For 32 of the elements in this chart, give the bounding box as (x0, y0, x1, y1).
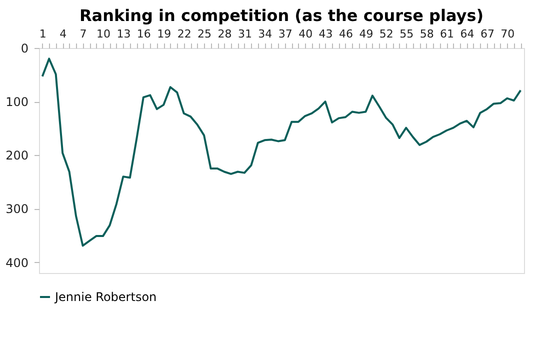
y-tick-label: 400 (6, 256, 28, 270)
x-tick-label: 31 (238, 28, 252, 40)
line-series (41, 58, 522, 247)
x-tick-label: 13 (116, 28, 131, 40)
x-tick-label: 61 (440, 28, 454, 40)
x-tick-label: 37 (278, 28, 292, 40)
x-tick-label: 7 (80, 28, 87, 40)
x-tick-label: 49 (359, 28, 374, 40)
x-tick-label: 22 (177, 28, 192, 40)
x-tick-label: 52 (379, 28, 394, 40)
x-tick-label: 25 (198, 28, 212, 40)
x-tick-label: 34 (258, 28, 272, 40)
chart-title: Ranking in competition (as the course plays) (79, 6, 484, 25)
x-tick-label: 16 (136, 28, 151, 40)
x-tick-label: 55 (400, 28, 414, 40)
x-tick-label: 64 (460, 28, 474, 40)
x-tick-label: 1 (39, 28, 46, 40)
x-tick-label: 58 (420, 28, 434, 40)
y-tick-label: 0 (20, 42, 28, 56)
x-tick-label: 19 (157, 28, 172, 40)
x-tick-label: 40 (298, 28, 313, 40)
x-tick-label: 43 (318, 28, 333, 40)
x-tick-label: 70 (500, 28, 515, 40)
y-tick-label: 300 (6, 202, 28, 216)
legend-label: Jennie Robertson (54, 290, 157, 304)
x-tick-label: 28 (218, 28, 232, 40)
y-tick-label: 100 (6, 95, 28, 110)
x-tick-label: 4 (60, 28, 67, 40)
x-tick-label: 67 (480, 28, 494, 40)
x-tick-label: 46 (338, 28, 353, 40)
y-tick-label: 200 (6, 148, 28, 163)
x-tick-label: 10 (96, 28, 110, 40)
